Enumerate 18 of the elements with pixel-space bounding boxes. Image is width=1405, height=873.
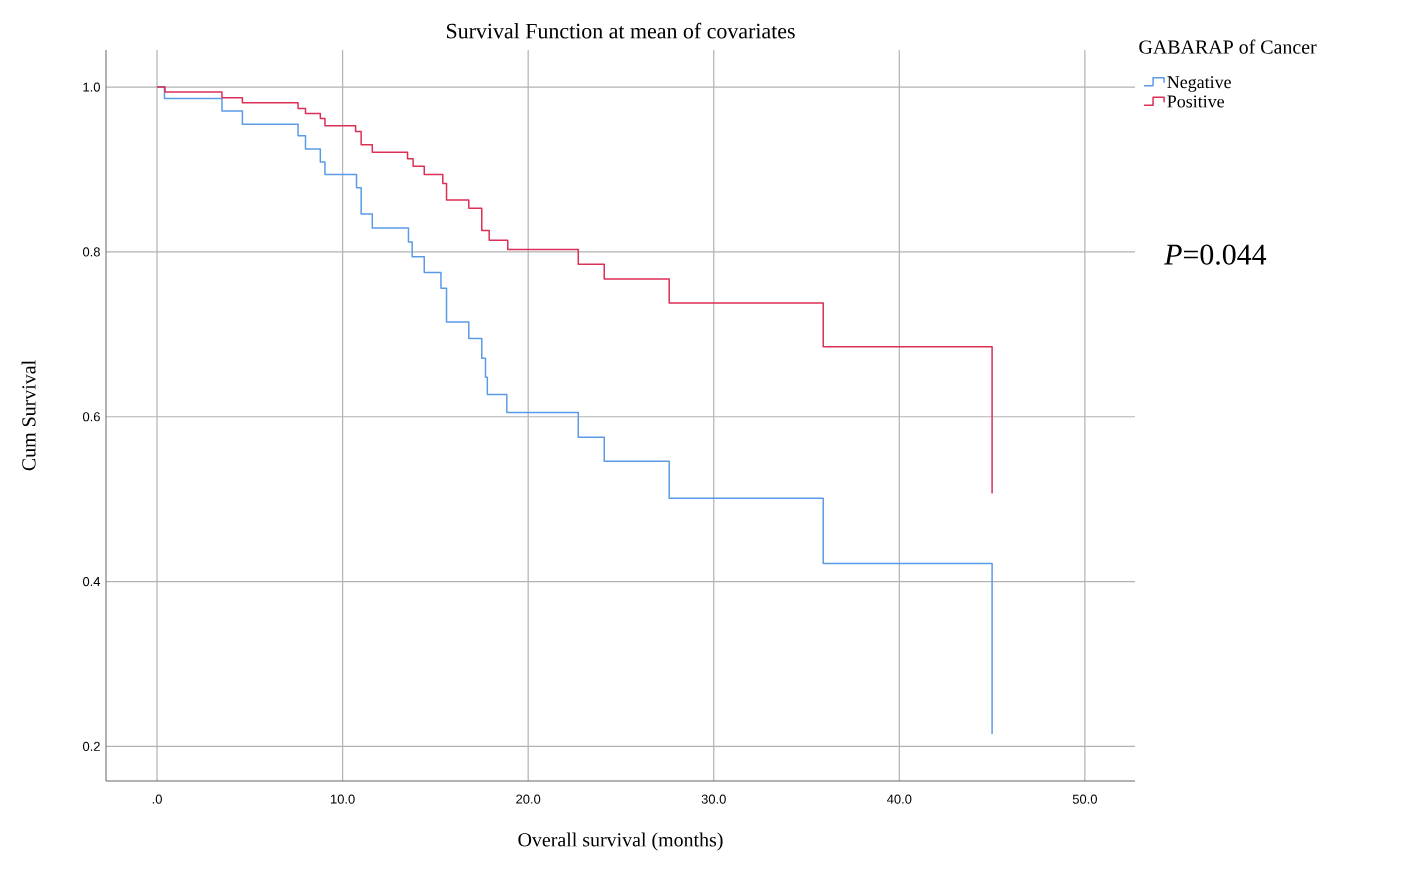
x-tick-label: 50.0 [1072, 794, 1097, 804]
legend-label: Positive [1167, 95, 1224, 108]
x-tick-label: 40.0 [887, 794, 912, 804]
y-tick-label: 1.0 [83, 82, 100, 92]
legend-title: GABARAP of Cancer [1139, 39, 1317, 54]
x-tick-label: 10.0 [330, 794, 355, 804]
x-axis-title: Overall survival (months) [518, 832, 723, 851]
chart-title: Survival Function at mean of covariates [446, 22, 795, 39]
y-tick-label: 0.4 [82, 576, 101, 587]
legend-label: Negative [1167, 76, 1231, 92]
x-tick-label: .0 [152, 794, 162, 804]
y-tick-label: 0.6 [82, 412, 100, 422]
x-tick-label: 30.0 [701, 794, 726, 804]
text: P=0.044 [1164, 244, 1267, 265]
y-axis-title: Cum Survival [21, 360, 36, 471]
x-tick-label: 20.0 [516, 794, 541, 804]
y-tick-label: 0.2 [82, 741, 100, 751]
y-tick-label: 0.8 [82, 247, 100, 257]
